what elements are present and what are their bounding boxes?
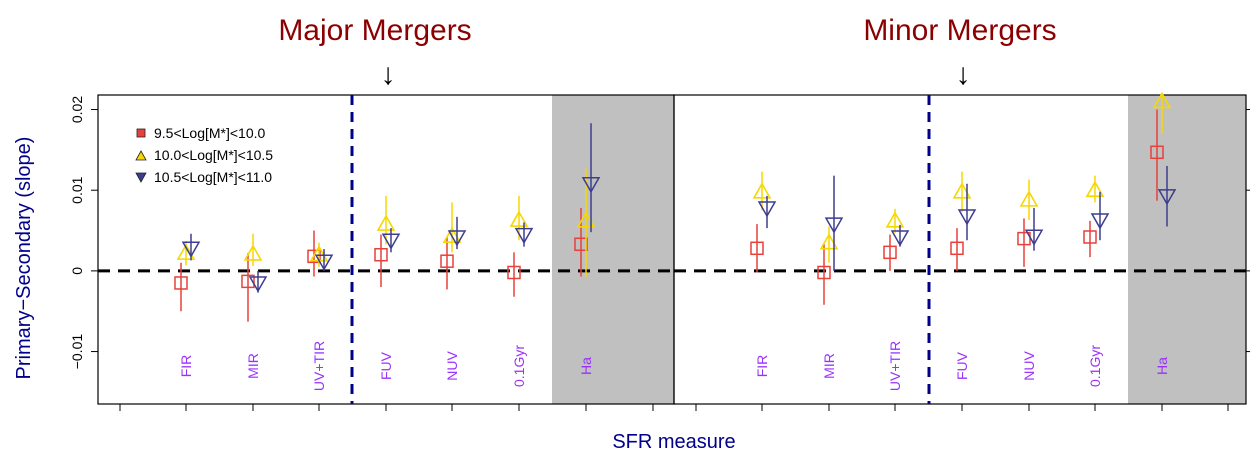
point-1-0-5 xyxy=(507,265,521,280)
point-1-0-2 xyxy=(307,249,321,264)
point-1-1-1 xyxy=(243,244,263,261)
point-1-1-4 xyxy=(442,226,462,243)
point-1-2-0 xyxy=(181,241,201,258)
panel-title-minor: Minor Mergers xyxy=(863,14,1056,47)
point-2-2-6 xyxy=(1157,189,1177,206)
point-1-2-6 xyxy=(581,176,601,194)
point-2-2-2 xyxy=(890,230,910,247)
point-2-2-4 xyxy=(1024,229,1044,246)
point-1-2-2 xyxy=(314,254,334,271)
category-label-2-0: FIR xyxy=(754,355,770,378)
point-2-2-1 xyxy=(824,217,844,234)
point-2-0-6 xyxy=(1150,145,1164,160)
y-tick-label-2: 0.01 xyxy=(69,176,85,203)
y-axis-title: Primary−Secondary (slope) xyxy=(13,137,35,380)
point-1-0-6 xyxy=(574,237,588,252)
point-2-1-3 xyxy=(952,182,972,199)
shaded-region-1 xyxy=(552,95,674,404)
legend-marker-triangle-up xyxy=(135,150,147,161)
category-label-1-4: NUV xyxy=(444,351,460,381)
point-2-2-0 xyxy=(757,201,777,218)
y-tick-label-3: 0.02 xyxy=(69,96,85,123)
point-2-2-3 xyxy=(957,209,977,226)
shaded-region-2 xyxy=(1128,95,1246,404)
arrow-annotation-2: ↓ xyxy=(956,58,971,91)
category-label-2-5: 0.1Gyr xyxy=(1087,345,1103,387)
point-1-0-0 xyxy=(174,276,188,290)
point-2-0-1 xyxy=(817,265,831,280)
point-1-1-5 xyxy=(509,210,529,227)
point-2-1-5 xyxy=(1085,180,1105,198)
point-2-1-2 xyxy=(885,211,905,228)
point-2-1-4 xyxy=(1019,190,1039,207)
category-label-1-1: MIR xyxy=(245,353,261,379)
category-label-1-5: 0.1Gyr xyxy=(511,345,527,387)
point-2-1-6 xyxy=(1152,91,1172,109)
point-1-1-0 xyxy=(176,243,196,260)
x-axis-title: SFR measure xyxy=(612,431,735,453)
point-2-1-1 xyxy=(819,233,839,250)
point-1-0-4 xyxy=(440,254,454,268)
point-2-0-0 xyxy=(750,241,764,256)
point-1-1-3 xyxy=(376,214,396,231)
point-1-1-6 xyxy=(576,211,596,228)
panel-title-major: Major Mergers xyxy=(278,14,471,47)
legend-label-2: 10.0<Log[M*]<10.5 xyxy=(154,147,273,163)
legend-label-3: 10.5<Log[M*]<11.0 xyxy=(154,169,272,185)
category-label-1-3: FUV xyxy=(378,351,394,380)
category-label-2-3: FUV xyxy=(954,351,970,380)
point-2-0-5 xyxy=(1083,230,1097,244)
category-label-1-2: UV+TIR xyxy=(311,341,327,391)
category-label-2-6: Ha xyxy=(1154,357,1170,375)
y-tick-label-0: −0.01 xyxy=(69,334,85,370)
point-1-0-3 xyxy=(374,247,388,262)
category-label-1-6: Ha xyxy=(578,357,594,375)
category-label-2-2: UV+TIR xyxy=(887,341,903,391)
arrow-annotation-1: ↓ xyxy=(381,58,396,91)
point-1-2-1 xyxy=(248,276,268,293)
category-label-1-0: FIR xyxy=(178,355,194,378)
point-1-2-4 xyxy=(447,230,467,247)
point-2-0-3 xyxy=(950,241,964,256)
legend-label-1: 9.5<Log[M*]<10.0 xyxy=(154,125,266,141)
point-1-2-5 xyxy=(514,227,534,245)
legend-marker-square xyxy=(136,128,146,138)
point-1-2-3 xyxy=(381,233,401,250)
point-2-2-5 xyxy=(1090,213,1110,230)
legend-marker-triangle-down xyxy=(135,172,147,183)
point-1-0-1 xyxy=(241,274,255,289)
legend: 9.5<Log[M*]<10.0 10.0<Log[M*]<10.5 10.5<… xyxy=(135,125,273,185)
point-2-1-0 xyxy=(752,182,772,199)
category-label-2-4: NUV xyxy=(1021,351,1037,381)
panel-frame-2 xyxy=(673,94,1247,405)
y-tick-label-1: 0 xyxy=(69,267,85,275)
point-2-0-2 xyxy=(883,245,897,260)
category-label-2-1: MIR xyxy=(821,353,837,379)
